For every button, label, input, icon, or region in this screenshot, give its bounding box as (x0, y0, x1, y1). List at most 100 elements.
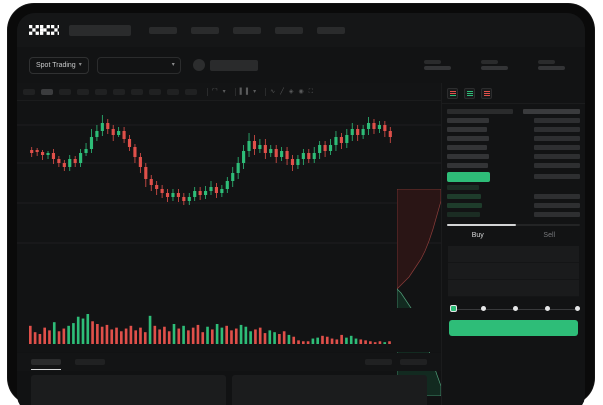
ask-price (447, 145, 487, 150)
ask-price (447, 154, 489, 159)
orderbook-ask-row[interactable] (447, 125, 580, 134)
current-price-amount (534, 174, 580, 179)
orderbook-bid-row[interactable] (447, 192, 580, 201)
market-stat-1 (481, 60, 508, 70)
bid-amount (534, 203, 580, 208)
orderbook-mode-asks-icon[interactable] (481, 88, 492, 99)
trendline-icon[interactable]: ∿ (270, 88, 276, 95)
bid-price (447, 185, 479, 190)
market-stat-0 (424, 60, 451, 70)
orderbook-col-amount (523, 109, 580, 114)
timeframe-9[interactable] (185, 88, 197, 95)
orderbook-ask-row[interactable] (447, 143, 580, 152)
device-bezel: Spot Trading ▾ ▾ (8, 4, 594, 405)
orderbook-bid-row[interactable] (447, 201, 580, 210)
order-amount-slider[interactable] (450, 305, 580, 313)
trading-pair-select[interactable]: ▾ (96, 56, 181, 74)
orders-panel-1[interactable] (232, 375, 427, 405)
slider-node-75[interactable] (545, 306, 550, 311)
bid-amount (534, 194, 580, 199)
toolbar-divider-1 (207, 87, 208, 96)
chevron-down-icon-pair: ▾ (171, 62, 175, 68)
pencil-icon[interactable]: ╱ (280, 88, 284, 95)
last-price-value (209, 59, 258, 71)
slider-handle[interactable] (450, 305, 457, 312)
timeframe-0[interactable] (23, 88, 35, 95)
trading-app: Spot Trading ▾ ▾ (17, 13, 585, 405)
orderbook-rows[interactable] (442, 104, 585, 219)
order-field-price[interactable] (448, 246, 579, 263)
nav-item-4[interactable] (317, 26, 345, 34)
chart-type-icon[interactable]: ▌▐ (239, 88, 249, 95)
orders-tab-0[interactable] (31, 359, 61, 370)
orderbook-col-price (447, 109, 513, 114)
timeframe-3[interactable] (77, 88, 89, 95)
chevron-down-icon-indicator[interactable]: ▾ (222, 88, 226, 95)
indicator-icon[interactable]: ⌜⌝ (212, 88, 218, 95)
slider-node-50[interactable] (513, 306, 518, 311)
orderbook-mode-both-icon[interactable] (447, 88, 458, 99)
orderbook-ask-row[interactable] (447, 161, 580, 170)
toolbar-divider-2 (234, 87, 236, 96)
timeframe-1[interactable] (41, 88, 53, 95)
ask-amount (534, 127, 580, 132)
orderbook-ask-row[interactable] (447, 116, 580, 125)
orders-tabbar (17, 353, 441, 371)
market-subheader: Spot Trading ▾ ▾ (17, 47, 585, 83)
settings-icon[interactable]: ◉ (298, 88, 304, 95)
fullscreen-icon[interactable]: ⛶ (308, 88, 313, 95)
alert-icon[interactable]: ◈ (288, 88, 294, 95)
tab-buy[interactable]: Buy (471, 231, 484, 239)
market-stat-0-title (424, 60, 441, 64)
nav-items (149, 26, 345, 34)
slider-node-100[interactable] (575, 306, 580, 311)
trading-mode-button[interactable]: Spot Trading ▾ (29, 56, 89, 74)
ask-price (447, 163, 488, 168)
ask-amount (534, 163, 580, 168)
nav-item-2[interactable] (233, 26, 261, 34)
place-buy-order-button[interactable] (449, 320, 578, 336)
coin-avatar-icon (192, 59, 205, 71)
orderbook-ask-row[interactable] (447, 134, 580, 143)
timeframe-2[interactable] (59, 88, 71, 95)
nav-item-0[interactable] (149, 26, 177, 34)
orders-tab-1[interactable] (75, 359, 105, 365)
orderbook-bid-row[interactable] (447, 183, 580, 192)
timeframe-6[interactable] (131, 88, 143, 95)
orders-tabbar-actions (365, 359, 427, 365)
orders-action-1[interactable] (400, 359, 427, 365)
candlestick-chart-svg (17, 115, 441, 244)
orderbook-mode-bids-icon[interactable] (464, 88, 475, 99)
order-field-amount[interactable] (448, 263, 579, 280)
orderbook-ratio-bar (447, 224, 580, 226)
okx-logo[interactable] (29, 24, 59, 36)
orderbook-bid-row[interactable] (447, 210, 580, 219)
orders-action-0[interactable] (365, 359, 392, 365)
orderbook-ask-row[interactable] (447, 152, 580, 161)
order-field-total[interactable] (448, 280, 579, 297)
volume-chart (17, 308, 441, 352)
price-chart[interactable] (17, 101, 441, 396)
orders-panel-0[interactable] (31, 375, 226, 405)
search-input[interactable] (69, 24, 131, 36)
top-navigation-bar (17, 13, 585, 47)
timeframe-7[interactable] (149, 88, 161, 95)
orderbook-ratio-fill (447, 224, 517, 226)
slider-node-25[interactable] (481, 306, 486, 311)
volume-chart-svg (29, 314, 391, 344)
timeframe-4[interactable] (95, 88, 107, 95)
ask-price (447, 136, 489, 141)
ask-amount (534, 154, 580, 159)
timeframe-5[interactable] (113, 88, 125, 95)
timeframe-8[interactable] (167, 88, 179, 95)
nav-item-1[interactable] (191, 26, 219, 34)
bid-amount (534, 212, 580, 217)
ask-amount (534, 145, 580, 150)
nav-item-3[interactable] (275, 26, 303, 34)
market-stat-2-value (538, 65, 565, 70)
bid-price (447, 212, 480, 217)
tab-sell[interactable]: Sell (543, 231, 556, 239)
orderbook-header-row (447, 107, 580, 116)
chevron-down-icon-charttype[interactable]: ▾ (253, 88, 257, 95)
